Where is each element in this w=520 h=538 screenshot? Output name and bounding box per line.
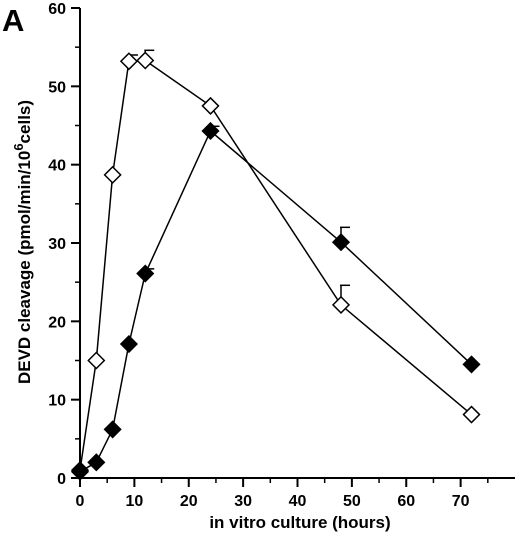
y-axis-label-main: DEVD cleavage (pmol/min/10 — [15, 151, 34, 384]
data-point — [87, 453, 106, 472]
x-tick-label: 10 — [125, 493, 143, 510]
data-point — [201, 121, 220, 141]
series-line — [79, 59, 472, 471]
series-line — [79, 129, 473, 473]
y-tick-label: 20 — [48, 314, 66, 331]
series-layer — [70, 49, 481, 481]
data-point — [119, 52, 138, 71]
data-point — [331, 295, 351, 314]
y-tick-label: 10 — [48, 393, 66, 410]
y-tick-label: 50 — [48, 79, 66, 96]
y-tick-label: 40 — [48, 158, 66, 175]
series-diamond-open — [70, 49, 481, 480]
x-tick-label: 0 — [76, 493, 85, 510]
y-axis-label-exponent: 6 — [11, 143, 26, 150]
y-tick-label: 0 — [57, 471, 66, 488]
data-point — [331, 233, 351, 252]
x-tick-label: 20 — [180, 493, 198, 510]
x-tick-label: 70 — [452, 493, 470, 510]
data-point — [103, 420, 122, 439]
data-point — [136, 51, 155, 70]
y-axis-label: DEVD cleavage (pmol/min/106cells) — [11, 100, 34, 384]
data-point — [103, 165, 122, 184]
data-point — [462, 405, 481, 424]
data-point — [136, 264, 155, 283]
x-tick-label: 60 — [397, 493, 415, 510]
x-tick-label: 30 — [234, 493, 252, 510]
data-point — [201, 96, 220, 115]
x-axis-label: in vitro culture (hours) — [209, 513, 390, 532]
data-point — [462, 355, 481, 374]
series-diamond-filled — [70, 121, 481, 481]
data-point — [87, 351, 106, 370]
data-point — [70, 462, 90, 481]
y-tick-label: 60 — [48, 1, 66, 18]
data-point — [119, 334, 138, 354]
x-tick-label: 50 — [343, 493, 361, 510]
y-axis-label-unit: cells) — [15, 100, 34, 143]
x-tick-label: 40 — [289, 493, 307, 510]
y-tick-label: 30 — [48, 236, 66, 253]
axes: 0 10 20 30 40 50 60 0 10 20 30 40 50 60 70 — [48, 1, 515, 510]
panel-label: A — [2, 3, 24, 38]
